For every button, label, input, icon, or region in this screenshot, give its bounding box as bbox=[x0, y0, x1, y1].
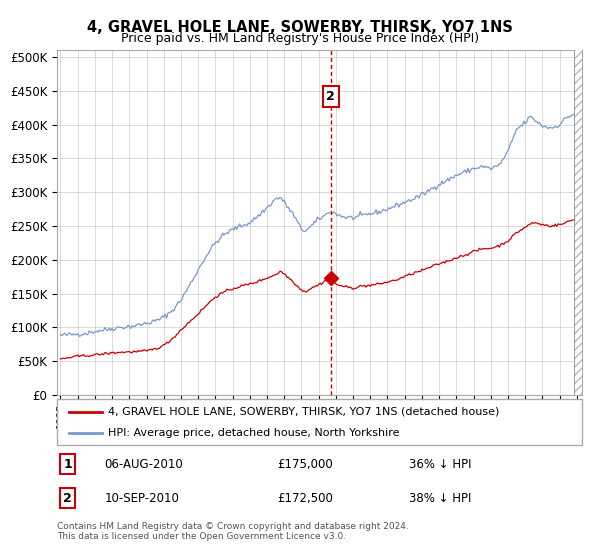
Text: 38% ↓ HPI: 38% ↓ HPI bbox=[409, 492, 471, 505]
Text: 10-SEP-2010: 10-SEP-2010 bbox=[104, 492, 179, 505]
Text: 1: 1 bbox=[63, 458, 72, 470]
Text: 4, GRAVEL HOLE LANE, SOWERBY, THIRSK, YO7 1NS: 4, GRAVEL HOLE LANE, SOWERBY, THIRSK, YO… bbox=[87, 20, 513, 35]
Bar bbox=[574, 50, 582, 395]
Text: HPI: Average price, detached house, North Yorkshire: HPI: Average price, detached house, Nort… bbox=[109, 428, 400, 438]
Text: 4, GRAVEL HOLE LANE, SOWERBY, THIRSK, YO7 1NS (detached house): 4, GRAVEL HOLE LANE, SOWERBY, THIRSK, YO… bbox=[109, 407, 500, 417]
Text: 06-AUG-2010: 06-AUG-2010 bbox=[104, 458, 183, 470]
Text: £172,500: £172,500 bbox=[277, 492, 334, 505]
Text: 36% ↓ HPI: 36% ↓ HPI bbox=[409, 458, 471, 470]
Text: 2: 2 bbox=[326, 90, 335, 103]
Text: £175,000: £175,000 bbox=[277, 458, 333, 470]
Text: Price paid vs. HM Land Registry's House Price Index (HPI): Price paid vs. HM Land Registry's House … bbox=[121, 32, 479, 45]
Text: Contains HM Land Registry data © Crown copyright and database right 2024.
This d: Contains HM Land Registry data © Crown c… bbox=[57, 522, 409, 542]
Text: 2: 2 bbox=[63, 492, 72, 505]
Bar bbox=[574, 50, 582, 395]
